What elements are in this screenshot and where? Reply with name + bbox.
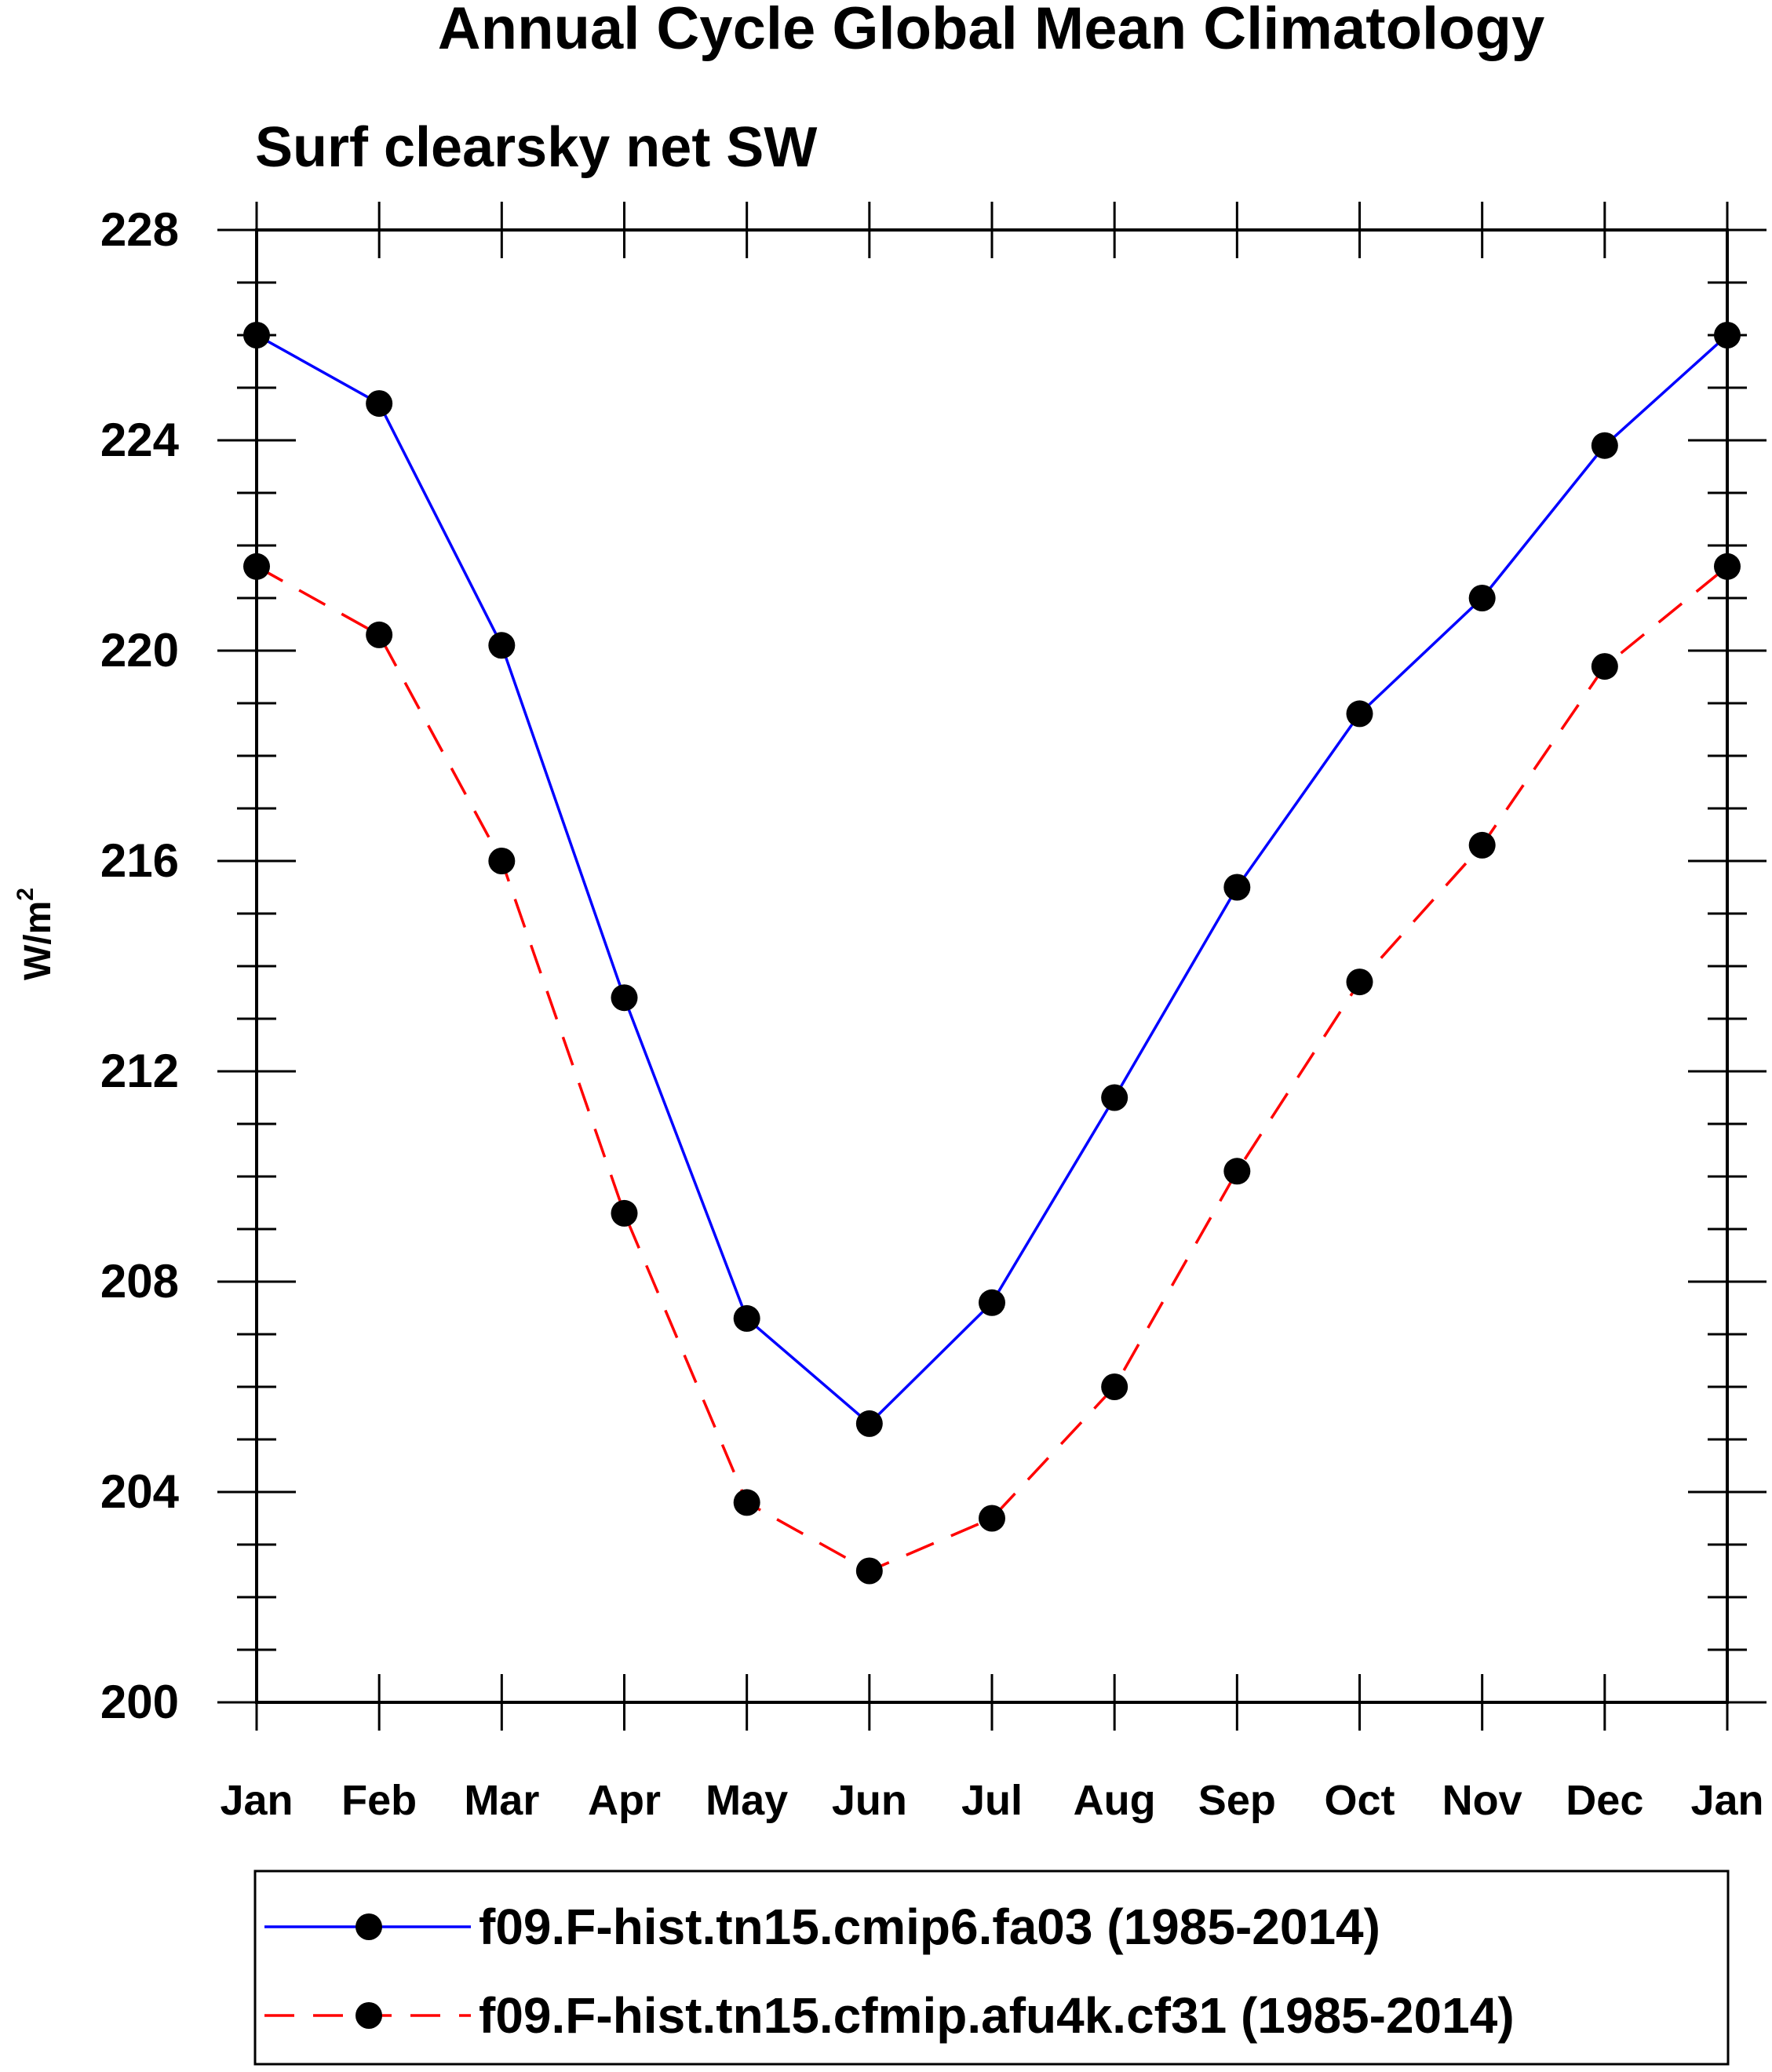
- x-tick-label: Aug: [1074, 1777, 1156, 1824]
- plot-frame: [255, 228, 1729, 1704]
- y-tick-label: 224: [100, 414, 180, 466]
- series-2-marker: [366, 621, 393, 648]
- x-tick-label: Jul: [961, 1777, 1023, 1824]
- series-2-marker: [1223, 1158, 1251, 1185]
- legend-marker-1: [355, 1913, 382, 1940]
- series-2-marker: [1714, 553, 1741, 580]
- y-tick-label: 228: [100, 203, 179, 256]
- series-1-marker: [243, 322, 270, 348]
- series-layer: [243, 322, 1741, 1585]
- series-1-marker: [979, 1289, 1005, 1316]
- y-tick-label: 208: [100, 1255, 179, 1308]
- y-tick-label: 216: [100, 834, 179, 887]
- y-tick-label: 204: [100, 1465, 180, 1518]
- legend-label-1: f09.F-hist.tn15.cmip6.fa03 (1985-2014): [479, 1899, 1380, 1955]
- svg-text:W/m2: W/m2: [13, 888, 59, 980]
- y-axis-label-text: W/m: [17, 901, 59, 980]
- series-2-marker: [1591, 653, 1618, 680]
- legend-marker-2: [355, 2002, 382, 2029]
- legend: f09.F-hist.tn15.cmip6.fa03 (1985-2014) f0…: [253, 1870, 1730, 2066]
- axis-ticks: [217, 202, 1767, 1731]
- x-tick-label: Mar: [464, 1777, 539, 1824]
- x-tick-label: Apr: [588, 1777, 661, 1824]
- x-tick-label: Sep: [1198, 1777, 1276, 1824]
- x-tick-label: Dec: [1566, 1777, 1643, 1824]
- y-tick-label: 200: [100, 1676, 179, 1728]
- series-2-marker: [979, 1505, 1005, 1532]
- y-axis-label: W/m2: [13, 888, 59, 980]
- series-1-marker: [1591, 432, 1618, 459]
- series-1-marker: [1223, 874, 1251, 901]
- series-1-marker: [611, 984, 638, 1012]
- axis-tick-labels: Jan Feb Mar Apr May Jun Jul Aug Sep Oct Nov Dec Jan 2…: [100, 203, 1764, 1824]
- series-2-marker: [243, 553, 270, 580]
- x-tick-label: Nov: [1442, 1777, 1522, 1824]
- series-1-marker: [1346, 700, 1373, 728]
- series-1-marker: [1101, 1084, 1128, 1111]
- series-line-1: [256, 334, 1729, 1425]
- series-1-marker: [366, 390, 393, 418]
- series-2-marker: [1468, 831, 1496, 859]
- series-1-marker: [733, 1304, 760, 1332]
- series-2-marker: [1346, 969, 1373, 996]
- legend-label-2: f09.F-hist.tn15.cfmip.afu4k.cf31 (1985-2…: [479, 1987, 1515, 2044]
- chart-title: Annual Cycle Global Mean Climatology: [438, 0, 1544, 62]
- series-2-marker: [611, 1199, 638, 1227]
- legend-box: [253, 1870, 1730, 2066]
- series-1-marker: [855, 1410, 883, 1437]
- series-2-marker: [855, 1557, 883, 1585]
- chart-subtitle: Surf clearsky net SW: [255, 116, 817, 179]
- y-tick-label: 212: [100, 1045, 179, 1097]
- series-line-2: [256, 565, 1729, 1573]
- series-1-marker: [488, 632, 516, 659]
- series-1-marker: [1468, 585, 1496, 611]
- y-tick-label: 220: [100, 624, 179, 677]
- series-1-marker: [1714, 322, 1741, 348]
- series-2-marker: [1101, 1373, 1128, 1400]
- x-tick-label: Jun: [832, 1777, 907, 1824]
- y-axis-label-superscript: 2: [13, 888, 38, 901]
- series-2-marker: [488, 848, 516, 874]
- x-tick-label: Jan: [220, 1777, 293, 1824]
- x-tick-label: May: [706, 1777, 788, 1824]
- x-tick-label: Jan: [1690, 1777, 1763, 1824]
- series-2-marker: [733, 1489, 760, 1516]
- x-tick-label: Oct: [1324, 1777, 1395, 1824]
- x-tick-label: Feb: [341, 1777, 417, 1824]
